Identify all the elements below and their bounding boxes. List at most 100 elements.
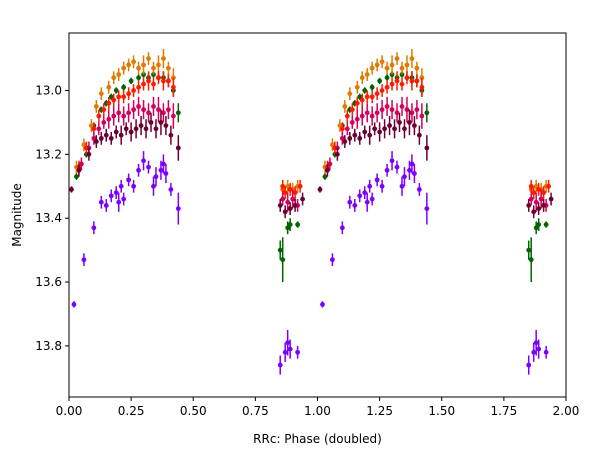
data-point (113, 190, 119, 196)
data-point (121, 84, 127, 90)
data-point (116, 110, 122, 116)
data-point (342, 104, 348, 109)
x-tick-label: 1.50 (428, 404, 455, 418)
data-point (175, 110, 181, 116)
data-point (419, 113, 425, 119)
data-point (364, 199, 370, 205)
data-point (394, 164, 400, 170)
data-point (330, 257, 335, 263)
data-point (379, 107, 385, 113)
data-point (357, 135, 363, 141)
data-point (357, 193, 363, 199)
data-point (118, 132, 124, 138)
data-point (424, 206, 430, 212)
data-point (536, 346, 542, 352)
data-point (74, 174, 79, 180)
data-point (71, 302, 77, 307)
data-point (116, 94, 122, 100)
data-point (364, 72, 370, 77)
data-point (402, 126, 407, 132)
data-point (399, 183, 405, 189)
data-point (528, 257, 534, 263)
data-point (151, 65, 156, 71)
data-point (369, 94, 375, 100)
data-point (113, 129, 119, 135)
data-point (387, 123, 392, 128)
data-point (389, 81, 395, 87)
data-point (325, 167, 330, 173)
data-point (377, 129, 383, 135)
data-point (96, 126, 102, 132)
data-point (394, 56, 400, 61)
data-point (161, 78, 166, 84)
data-point (419, 84, 425, 90)
data-point (96, 113, 102, 119)
data-point (141, 158, 146, 164)
data-point (407, 120, 412, 125)
x-tick-label: 1.25 (366, 404, 393, 418)
data-point (369, 113, 375, 119)
data-point (533, 199, 539, 205)
data-marks (69, 48, 554, 375)
data-point (111, 113, 117, 119)
data-point (103, 203, 109, 208)
data-point (153, 126, 159, 132)
data-point (285, 199, 291, 205)
data-point (367, 183, 373, 189)
data-point (121, 94, 127, 100)
data-point (531, 190, 537, 196)
data-point (384, 75, 390, 81)
data-point (414, 107, 420, 113)
data-point (399, 65, 405, 71)
data-point (131, 59, 137, 65)
data-point (347, 135, 353, 141)
data-point (402, 174, 407, 180)
data-point (280, 257, 286, 263)
data-point (339, 126, 345, 132)
data-point (141, 81, 146, 87)
data-point (354, 116, 360, 122)
data-point (103, 132, 109, 138)
data-point (384, 84, 390, 90)
data-point (98, 91, 104, 97)
data-point (354, 84, 360, 90)
data-point (541, 190, 547, 196)
data-point (136, 104, 141, 109)
data-point (175, 206, 181, 212)
data-point (531, 349, 537, 355)
data-point (290, 196, 296, 202)
x-tick-label: 0.75 (242, 404, 269, 418)
data-point (285, 340, 291, 346)
data-point (282, 209, 288, 215)
data-point (379, 59, 385, 65)
data-point (362, 88, 368, 93)
data-point (369, 196, 375, 202)
data-point (407, 167, 412, 173)
data-point (317, 187, 323, 192)
data-point (392, 126, 397, 132)
data-point (394, 110, 400, 116)
y-tick-label: 13.6 (35, 275, 62, 289)
data-point (334, 151, 340, 157)
data-point (131, 88, 137, 93)
data-point (133, 126, 139, 132)
data-point (277, 203, 283, 208)
data-point (280, 183, 286, 189)
data-point (123, 126, 129, 132)
data-point (131, 107, 137, 113)
data-point (116, 199, 122, 205)
data-point (126, 110, 132, 116)
data-point (347, 199, 353, 205)
data-point (548, 196, 554, 202)
data-point (359, 113, 365, 119)
data-point (116, 72, 122, 77)
data-point (86, 151, 92, 157)
data-point (359, 97, 365, 103)
data-point (136, 84, 141, 90)
data-point (531, 209, 537, 215)
data-point (538, 196, 544, 202)
data-point (79, 161, 84, 167)
data-point (404, 62, 410, 68)
data-point (153, 174, 159, 180)
